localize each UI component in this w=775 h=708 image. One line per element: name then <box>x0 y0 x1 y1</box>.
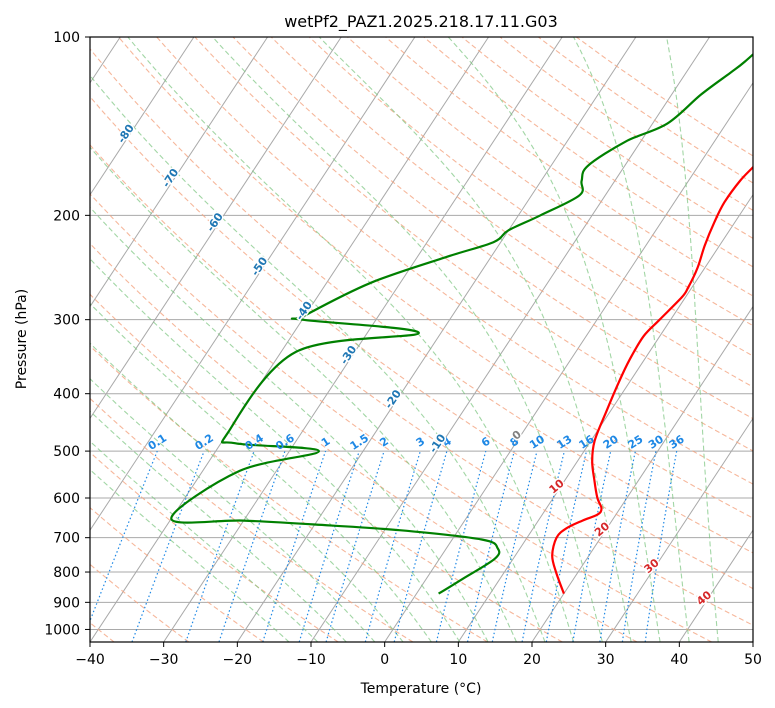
moist-adiabat-line <box>90 468 290 642</box>
mixing-ratio-line <box>90 450 158 623</box>
mixing-ratio-line <box>298 450 360 642</box>
y-tick-label: 700 <box>53 531 80 547</box>
mixing-ratio-line <box>435 450 487 642</box>
isotherm-line <box>236 37 637 642</box>
isotherm-line <box>384 81 753 642</box>
mixing-ratio-line <box>364 450 421 642</box>
mixing-ratio-line <box>262 450 327 642</box>
dry-adiabat-line <box>90 345 488 642</box>
moist-adiabat-line <box>90 74 546 642</box>
x-tick-label: 20 <box>523 652 541 668</box>
x-tick-label: 50 <box>744 652 762 668</box>
dry-adiabat-line <box>118 37 753 519</box>
y-tick-label: 1000 <box>44 622 80 638</box>
dry-adiabat-line <box>90 193 712 642</box>
y-tick-label: 400 <box>53 387 80 403</box>
dry-adiabat-line <box>576 37 753 157</box>
moist-adiabat-line <box>318 37 632 642</box>
moist-adiabat-line <box>90 302 432 642</box>
mixing-ratio-line <box>325 450 385 642</box>
isotherm-line <box>90 37 416 532</box>
isotherm-line <box>457 193 753 642</box>
dry-adiabat-line <box>423 37 753 268</box>
x-tick-label: 0 <box>380 652 389 668</box>
mixing-ratio-line <box>491 450 538 642</box>
moist-adiabat-line <box>90 410 347 642</box>
y-tick-label: 600 <box>53 491 80 507</box>
dry-adiabat-line <box>90 144 753 626</box>
mixing-ratio-line <box>393 450 448 642</box>
y-tick-label: 100 <box>53 30 80 46</box>
chart-title: wetPf2_PAZ1.2025.218.17.11.G03 <box>284 12 558 32</box>
y-tick-label: 500 <box>53 444 80 460</box>
y-tick-label: 300 <box>53 313 80 329</box>
moist-adiabat-line <box>212 37 603 642</box>
moist-adiabat-line <box>127 37 575 642</box>
dry-adiabat-line <box>270 37 753 388</box>
x-tick-label: −10 <box>296 652 326 668</box>
dry-adiabat-line <box>90 506 264 642</box>
temperature-profile <box>551 165 753 594</box>
isotherm-label: -90 <box>70 77 92 101</box>
x-tick-label: −40 <box>75 652 105 668</box>
x-tick-label: 30 <box>597 652 615 668</box>
y-tick-label: 200 <box>53 208 80 224</box>
isotherm-line <box>678 529 753 642</box>
moist-adiabat-line <box>90 342 404 642</box>
isotherm-label: -100 <box>24 30 50 60</box>
isotherm-line <box>90 37 195 196</box>
y-axis-label: Pressure (hPa) <box>14 289 30 389</box>
isotherm-line <box>90 37 342 420</box>
dry-adiabat-line <box>347 37 753 327</box>
x-axis-label: Temperature (°C) <box>360 681 482 697</box>
plot-background <box>90 37 753 642</box>
x-tick-label: −30 <box>149 652 179 668</box>
moist-adiabat-line <box>90 440 319 642</box>
y-tick-label: 800 <box>53 565 80 581</box>
moist-adiabat-line <box>90 206 489 642</box>
mixing-ratio-line <box>185 450 255 642</box>
mixing-ratio-line <box>521 450 565 642</box>
isotherm-line <box>605 417 753 642</box>
dewpoint-profile <box>170 52 753 595</box>
moist-adiabat-line <box>447 37 661 642</box>
dry-adiabat-line <box>537 37 753 184</box>
plot-frame <box>89 36 754 643</box>
x-tick-label: 40 <box>670 652 688 668</box>
dry-adiabat-line <box>194 37 753 452</box>
mixing-ratio-line <box>218 450 286 642</box>
moist-adiabat-line <box>666 37 719 642</box>
isotherm-line <box>531 305 753 642</box>
x-tick-label: −20 <box>223 652 253 668</box>
x-tick-label: 10 <box>449 652 467 668</box>
moist-adiabat-line <box>573 37 690 642</box>
dry-adiabat-line <box>90 293 563 642</box>
dry-adiabat-line <box>308 37 753 357</box>
isotherm-line <box>90 37 489 642</box>
dry-adiabat-line <box>461 37 753 239</box>
y-tick-label: 900 <box>53 595 80 611</box>
moist-adiabat-line <box>90 377 376 642</box>
moist-adiabat-line <box>90 146 517 642</box>
mixing-ratio-line <box>644 450 678 642</box>
isotherm-line <box>90 37 268 308</box>
isotherm-line <box>752 641 753 642</box>
dry-adiabat-line <box>232 37 753 420</box>
mixing-ratio-line <box>131 450 205 642</box>
